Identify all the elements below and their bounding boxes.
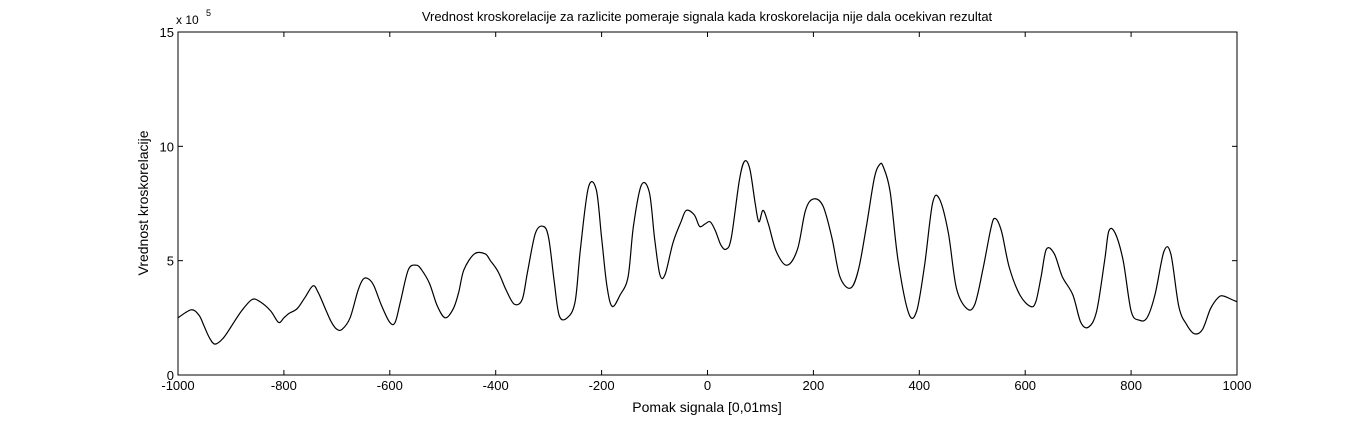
plot-area bbox=[178, 32, 1237, 375]
x-tick-label: 600 bbox=[1014, 378, 1036, 393]
cross-correlation-line bbox=[177, 160, 1238, 345]
x-tick-label: 800 bbox=[1120, 378, 1142, 393]
x-tick-label: -400 bbox=[483, 378, 509, 393]
y-tick-label: 5 bbox=[167, 254, 174, 269]
y-tick-label: 15 bbox=[160, 25, 174, 40]
x-tick-label: 400 bbox=[908, 378, 930, 393]
chart-title: Vrednost kroskorelacije za razlicite pom… bbox=[422, 9, 993, 24]
y-tick-label: 10 bbox=[160, 139, 174, 154]
y-axis-label: Vrednost kroskorelacije bbox=[135, 130, 151, 275]
x-tick-label: 0 bbox=[704, 378, 711, 393]
y-exponent-power: 5 bbox=[206, 8, 211, 18]
x-tick-label: -200 bbox=[589, 378, 615, 393]
x-tick-label: -800 bbox=[271, 378, 297, 393]
axis-ticks: -1000 -800 -600 -400 -200 0 200 400 600 800 1000 0 5… bbox=[160, 25, 1252, 393]
y-tick-label: 0 bbox=[167, 368, 174, 383]
x-tick-label: 200 bbox=[803, 378, 825, 393]
x-tick-label: 1000 bbox=[1223, 378, 1252, 393]
x-tick-label: -1000 bbox=[161, 378, 194, 393]
x-tick-label: -600 bbox=[377, 378, 403, 393]
x-axis-label: Pomak signala [0,01ms] bbox=[632, 399, 781, 415]
y-exponent-base: x 10 bbox=[176, 13, 199, 27]
